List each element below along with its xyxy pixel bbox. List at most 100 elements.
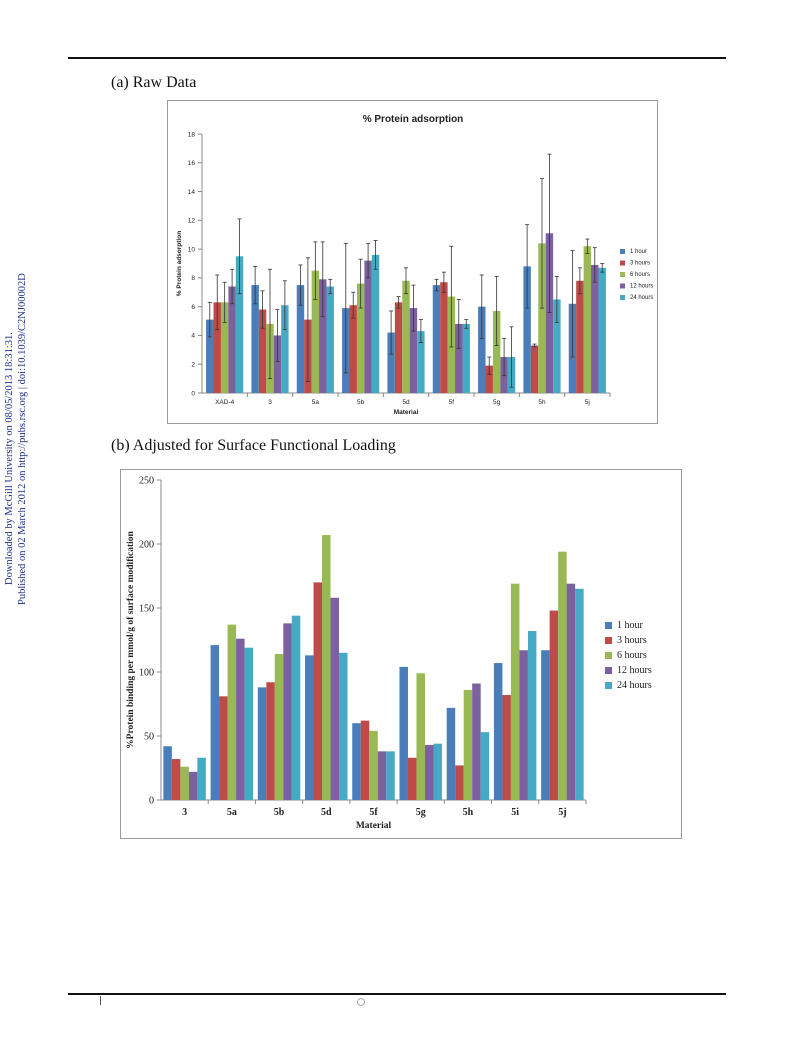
x-tick-label: 5d — [402, 399, 410, 406]
legend-swatch — [620, 249, 625, 254]
chart-adjusted: 0 50 100 150 200 250 3 5a 5b 5d 5f 5g 5h 5i 5j Material… — [126, 476, 652, 832]
bar-12-hours-XAD-4 — [228, 286, 236, 393]
bar-1-hour-5h — [523, 266, 531, 393]
bar-1-hour-5f — [432, 285, 441, 393]
legend-swatch — [605, 622, 612, 629]
bar-12-hours-5a — [236, 638, 245, 800]
bar-24-hours-5i — [527, 631, 537, 800]
bar-3-hours-3 — [258, 309, 267, 393]
bar-6-hours-3 — [180, 766, 189, 800]
bar-3-hours-5h — [455, 765, 464, 800]
legend-label: 12 hours — [630, 284, 653, 290]
x-tick-label: 5h — [463, 807, 474, 818]
legend-swatch — [620, 283, 625, 289]
y-tick-label: 100 — [139, 668, 154, 679]
x-tick-label: 5f — [449, 399, 455, 406]
bar-1-hour-5a — [210, 645, 220, 800]
bar-24-hours-5b — [291, 615, 301, 800]
legend-label: 12 hours — [617, 665, 652, 676]
bar-6-hours-5h — [463, 689, 473, 800]
bar-3-hours-5j — [576, 280, 584, 393]
bar-24-hours-XAD-4 — [235, 256, 244, 393]
x-tick-label: 3 — [268, 399, 272, 406]
y-tick-label: 250 — [139, 476, 154, 487]
bar-24-hours-5h — [480, 732, 490, 800]
legend-label: 6 hours — [630, 272, 650, 278]
bar-3-hours-5h — [530, 345, 539, 393]
bar-1-hour-5b — [257, 687, 267, 800]
bar-24-hours-5h — [553, 299, 561, 393]
bar-1-hour-5a — [296, 285, 305, 393]
chart-panel-raw: % Protein adsorption 0 2 4 6 8 10 12 14 16 18 XAD-4… — [167, 100, 658, 424]
bar-12-hours-5d — [330, 597, 340, 800]
legend-label: 6 hours — [617, 650, 647, 661]
legend-swatch — [605, 682, 612, 689]
bar-6-hours-5b — [356, 283, 365, 393]
bar-1-hour-3 — [163, 746, 172, 800]
bar-3-hours-5b — [266, 682, 275, 800]
chart-title: % Protein adsorption — [363, 114, 464, 125]
bar-6-hours-5a — [311, 270, 320, 393]
bar-24-hours-5d — [339, 652, 348, 800]
bar-6-hours-5j — [558, 551, 567, 800]
y-tick-label: 0 — [149, 796, 154, 807]
x-tick-label: 5j — [558, 807, 566, 818]
y-tick-label: 6 — [191, 304, 195, 311]
x-tick-label: 5f — [369, 807, 378, 818]
y-tick-label: 16 — [188, 160, 196, 167]
legend-label: 24 hours — [617, 680, 652, 691]
x-tick-label: XAD-4 — [215, 399, 235, 406]
bar-3-hours-5d — [313, 582, 323, 800]
publication-notice: Published on 02 March 2012 on http://pub… — [17, 273, 28, 605]
bar-6-hours-5i — [510, 583, 520, 800]
bar-24-hours-5a — [244, 647, 254, 800]
bar-3-hours-5f — [440, 282, 448, 393]
bar-12-hours-5h — [472, 683, 481, 800]
y-axis-label: %Protein binding per mmol/g of surface m… — [126, 530, 136, 748]
bar-24-hours-5a — [326, 286, 334, 393]
x-tick-label: 5b — [357, 399, 365, 406]
x-tick-label: 5a — [227, 807, 237, 818]
bar-6-hours-XAD-4 — [220, 302, 229, 393]
x-tick-label: 3 — [182, 807, 187, 818]
bar-12-hours-5b — [283, 623, 292, 800]
bar-6-hours-5g — [416, 673, 425, 800]
y-tick-label: 150 — [139, 604, 154, 615]
bar-6-hours-5f — [369, 730, 378, 800]
x-tick-label: 5b — [274, 807, 285, 818]
y-tick-label: 0 — [191, 390, 195, 397]
legend-label: 1 hour — [617, 620, 644, 631]
bar-12-hours-5f — [377, 751, 387, 800]
bar-3-hours-XAD-4 — [213, 302, 221, 393]
bar-24-hours-5b — [371, 254, 380, 393]
legend-swatch — [620, 260, 625, 266]
bar-24-hours-3 — [197, 757, 206, 800]
bar-12-hours-5f — [455, 323, 463, 393]
bar-6-hours-5g — [492, 310, 501, 393]
bottom-rule — [68, 993, 726, 995]
y-tick-label: 200 — [139, 540, 154, 551]
bar-24-hours-5j — [575, 588, 584, 800]
bar-12-hours-5g — [424, 744, 434, 800]
y-tick-label: 14 — [188, 189, 196, 196]
x-tick-label: 5i — [511, 807, 519, 818]
bar-12-hours-5h — [545, 233, 554, 393]
y-tick-label: 2 — [191, 361, 195, 368]
x-axis-label: Material — [394, 409, 419, 416]
bar-1-hour-5i — [493, 663, 503, 800]
bar-3-hours-5b — [349, 305, 357, 393]
bar-24-hours-3 — [281, 305, 289, 393]
chart-panel-adjusted: 0 50 100 150 200 250 3 5a 5b 5d 5f 5g 5h 5i 5j Material… — [120, 469, 682, 839]
legend-swatch — [605, 652, 612, 659]
bar-6-hours-5b — [274, 654, 284, 800]
bar-3-hours-5j — [549, 610, 559, 800]
bar-6-hours-5a — [227, 624, 237, 800]
bar-24-hours-5f — [386, 751, 395, 800]
x-axis-label: Material — [356, 821, 392, 831]
y-tick-label: 8 — [191, 275, 195, 282]
legend-swatch — [620, 272, 625, 277]
x-tick-label: 5d — [321, 807, 332, 818]
bar-1-hour-5d — [305, 655, 314, 800]
bar-12-hours-5j — [566, 583, 576, 800]
y-tick-label: 4 — [191, 333, 195, 340]
